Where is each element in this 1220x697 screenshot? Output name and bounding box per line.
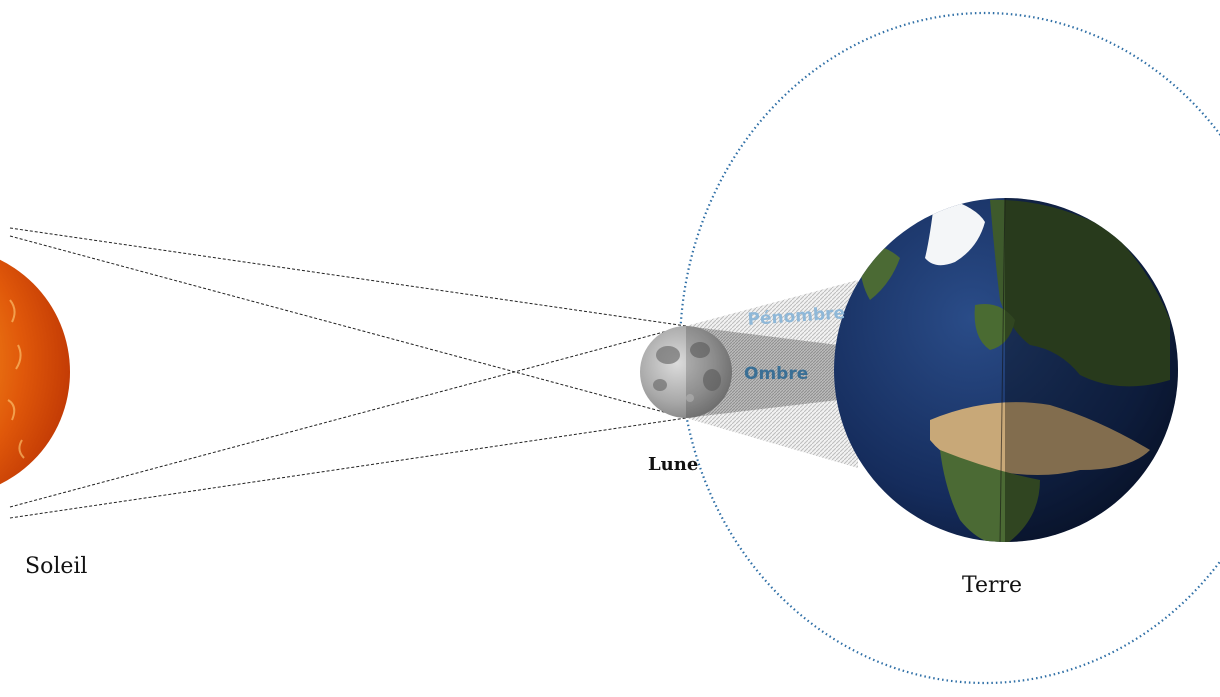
- construction-lines: [9, 227, 687, 519]
- earth-label: Terre: [962, 573, 1022, 598]
- sun-label: Soleil: [25, 554, 87, 579]
- moon-label: Lune: [648, 454, 698, 475]
- sun-icon: [0, 259, 70, 485]
- moon-orbit: [678, 12, 1220, 684]
- umbra-label: Ombre: [744, 364, 808, 384]
- earth-globe-icon: [834, 198, 1178, 542]
